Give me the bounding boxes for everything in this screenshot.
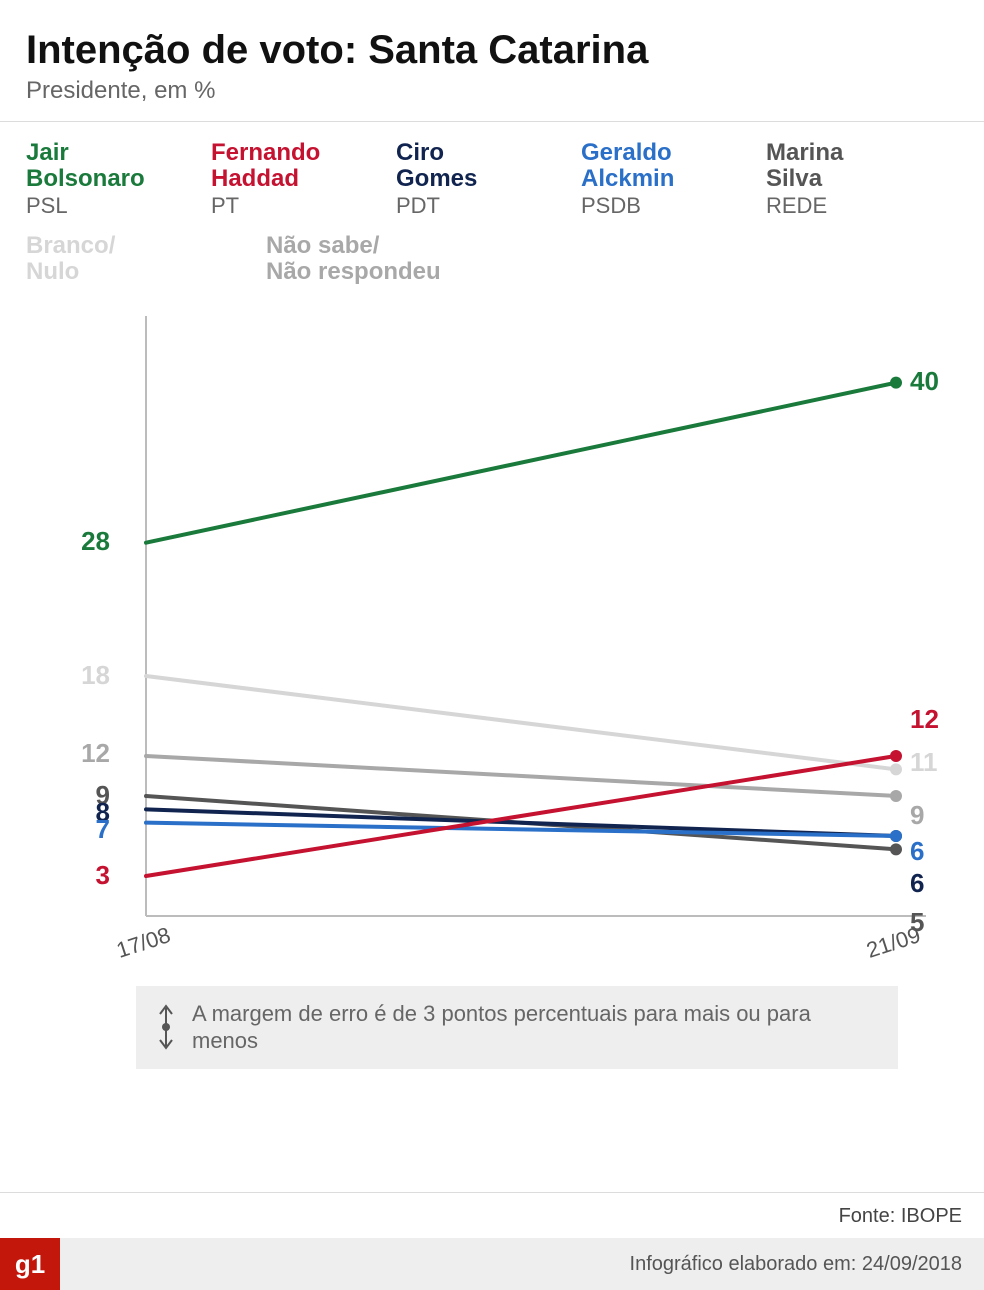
series-marker-alckmin <box>890 830 902 842</box>
legend-item: Branco/Nulo <box>26 233 266 286</box>
legend-item: Não sabe/Não respondeu <box>266 233 506 286</box>
created-label: Infográfico elaborado em: <box>630 1253 862 1275</box>
line-chart: 28401811129958676312 17/08 21/09 <box>76 316 948 966</box>
margin-note: A margem de erro é de 3 pontos percentua… <box>136 986 898 1069</box>
footer: Fonte: IBOPE g1 Infográfico elaborado em… <box>0 1192 984 1290</box>
value-label-left: 18 <box>81 660 110 691</box>
legend-name: MarinaSilva <box>766 140 951 193</box>
legend-item: CiroGomesPDT <box>396 140 581 219</box>
series-line-branco <box>146 676 896 769</box>
created-date: 24/09/2018 <box>862 1253 962 1275</box>
error-bar-icon <box>154 1002 178 1052</box>
value-label-left: 7 <box>96 814 110 845</box>
series-marker-bolsonaro <box>890 376 902 388</box>
value-label-right: 40 <box>910 366 939 397</box>
value-label-right: 11 <box>910 747 938 778</box>
legend-name: Não sabe/Não respondeu <box>266 233 506 286</box>
legend-name: FernandoHaddad <box>211 140 396 193</box>
value-label-right: 12 <box>910 704 939 735</box>
series-line-bolsonaro <box>146 382 896 542</box>
legend-party: REDE <box>766 193 951 219</box>
value-label-left: 28 <box>81 526 110 557</box>
series-marker-haddad <box>890 750 902 762</box>
source: Fonte: IBOPE <box>0 1205 984 1238</box>
legend-party: PSL <box>26 193 211 219</box>
g1-logo: g1 <box>0 1238 60 1290</box>
legend-name: Branco/Nulo <box>26 233 266 286</box>
value-label-right: 6 <box>910 868 924 899</box>
legend-item: GeraldoAlckminPSDB <box>581 140 766 219</box>
chart-svg <box>76 316 976 956</box>
margin-note-text: A margem de erro é de 3 pontos percentua… <box>192 1001 811 1054</box>
legend-item: JairBolsonaroPSL <box>26 140 211 219</box>
legend: JairBolsonaroPSLFernandoHaddadPTCiroGome… <box>26 134 958 306</box>
legend-item: MarinaSilvaREDE <box>766 140 951 219</box>
series-marker-branco <box>890 763 902 775</box>
value-label-left: 3 <box>96 860 110 891</box>
legend-name: JairBolsonaro <box>26 140 211 193</box>
value-label-right: 9 <box>910 800 924 831</box>
created-line: Infográfico elaborado em: 24/09/2018 <box>630 1253 984 1276</box>
legend-party: PSDB <box>581 193 766 219</box>
legend-party: PT <box>211 193 396 219</box>
legend-name: CiroGomes <box>396 140 581 193</box>
source-label: Fonte: <box>839 1205 901 1227</box>
legend-party: PDT <box>396 193 581 219</box>
source-value: IBOPE <box>901 1205 962 1227</box>
divider <box>0 121 984 122</box>
value-label-right: 6 <box>910 836 924 867</box>
series-marker-silva <box>890 843 902 855</box>
value-label-left: 12 <box>81 738 110 769</box>
legend-item: FernandoHaddadPT <box>211 140 396 219</box>
series-marker-naosabe <box>890 790 902 802</box>
legend-name: GeraldoAlckmin <box>581 140 766 193</box>
chart-title: Intenção de voto: Santa Catarina <box>26 28 958 73</box>
chart-subtitle: Presidente, em % <box>26 77 958 105</box>
